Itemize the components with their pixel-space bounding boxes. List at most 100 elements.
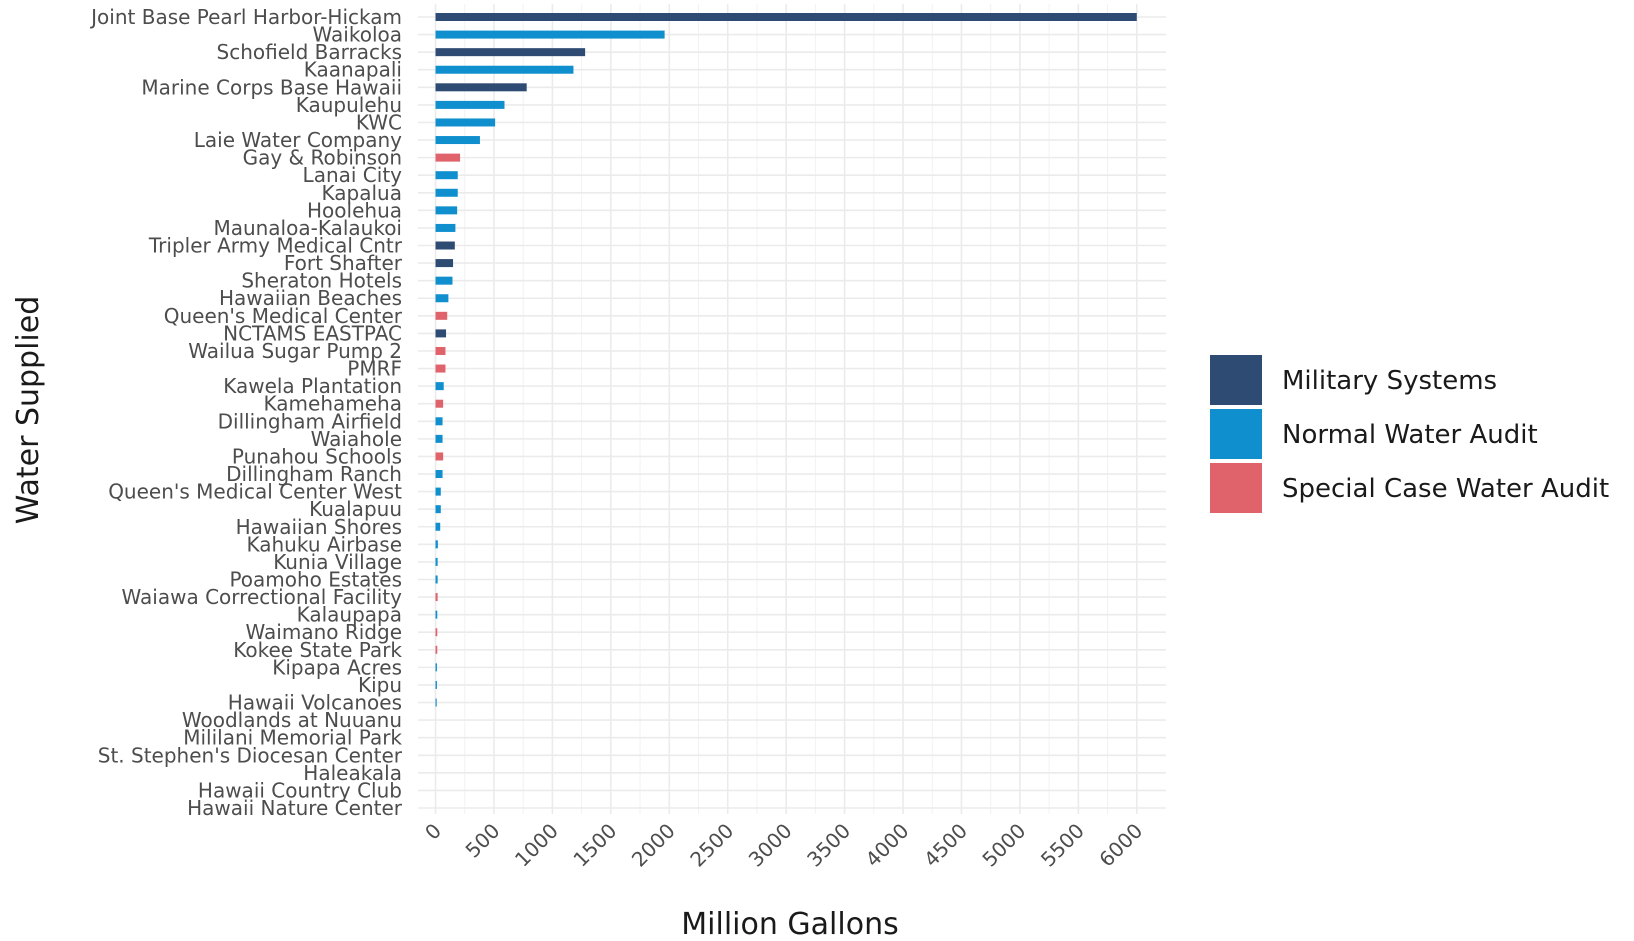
x-tick-label: 5500 (1036, 819, 1089, 872)
y-axis-title: Water Supplied (11, 296, 46, 525)
bar (435, 48, 586, 57)
x-tick-label: 4000 (861, 819, 914, 872)
legend: Military Systems Normal Water Audit Specia… (1210, 355, 1609, 513)
bar (435, 593, 438, 602)
x-tick-label: 1000 (510, 819, 563, 872)
y-tick-label: Fort Shafter (284, 251, 403, 275)
y-tick-label: Hawaii Country Club (198, 778, 402, 802)
y-tick-label: Kalaupapa (297, 603, 402, 627)
bar (435, 171, 458, 180)
bar (435, 294, 449, 303)
y-tick-label: Tripler Army Medical Cntr (148, 234, 403, 258)
legend-label: Special Case Water Audit (1282, 474, 1609, 504)
bar (435, 487, 441, 496)
bar (435, 540, 438, 549)
y-tick-label: Kahuku Airbase (246, 532, 402, 556)
y-tick-label: Kaanapali (304, 58, 402, 82)
y-tick-label: Kamehameha (264, 392, 402, 416)
y-tick-label: Waiawa Correctional Facility (122, 585, 403, 609)
y-tick-label: KWC (356, 110, 402, 134)
bar (435, 364, 446, 373)
x-tick-labels: 0 500 1000 1500 2000 2500 3000 3500 4000 4500 5000… (420, 819, 1147, 872)
bar (435, 522, 441, 531)
bar (435, 557, 438, 566)
bar (435, 311, 448, 320)
y-tick-label: Kaupulehu (296, 93, 402, 117)
y-tick-labels: Joint Base Pearl Harbor-HickamWaikoloaSc… (89, 5, 403, 820)
bar (435, 470, 443, 479)
y-tick-label: Dillingham Airfield (218, 409, 402, 433)
legend-label: Normal Water Audit (1282, 420, 1538, 450)
y-tick-label: Punahou Schools (232, 444, 402, 468)
bar (435, 628, 438, 637)
bar (435, 100, 505, 109)
bar (435, 505, 441, 514)
bar (435, 382, 444, 391)
bar (435, 610, 438, 619)
bar (435, 259, 454, 268)
x-tick-label: 4500 (919, 819, 972, 872)
y-tick-label: Kipu (358, 673, 402, 697)
y-tick-label: Hawaiian Shores (236, 515, 402, 539)
x-tick-label: 5000 (977, 819, 1030, 872)
x-tick-label: 3500 (802, 819, 855, 872)
y-tick-label: St. Stephen's Diocesan Center (98, 743, 403, 767)
bar (435, 417, 443, 426)
bar (435, 83, 527, 92)
y-tick-label: Kipapa Acres (272, 655, 402, 679)
bar (435, 188, 458, 197)
y-tick-label: Waiahole (311, 427, 402, 451)
bar (435, 65, 574, 74)
x-tick-label: 0 (420, 819, 446, 845)
bar (435, 241, 455, 250)
x-tick-label: 1500 (568, 819, 621, 872)
bar (435, 13, 1137, 21)
bar (435, 680, 437, 689)
y-tick-label: Kokee State Park (233, 638, 402, 662)
x-tick-label: 2500 (685, 819, 738, 872)
bar (435, 663, 437, 672)
y-tick-label: Hawaii Volcanoes (228, 691, 402, 715)
bar (435, 276, 453, 285)
y-tick-label: Lanai City (303, 163, 403, 187)
y-tick-label: Queen's Medical Center West (108, 480, 402, 504)
y-tick-label: Joint Base Pearl Harbor-Hickam (89, 5, 402, 29)
legend-label: Military Systems (1282, 366, 1497, 396)
y-tick-label: Gay & Robinson (243, 146, 402, 170)
legend-swatch (1210, 355, 1262, 405)
x-tick-label: 2000 (627, 819, 680, 872)
y-tick-label: Kualapuu (309, 497, 402, 521)
y-tick-label: Waikoloa (313, 23, 402, 47)
y-tick-label: Queen's Medical Center (164, 304, 403, 328)
y-tick-label: Woodlands at Nuuanu (182, 708, 402, 732)
x-tick-label: 3000 (744, 819, 797, 872)
y-tick-label: Hawaiian Beaches (219, 286, 402, 310)
y-tick-label: Maunaloa-Kalaukoi (213, 216, 402, 240)
y-tick-label: NCTAMS EASTPAC (223, 321, 402, 345)
bar (435, 223, 456, 232)
bar (435, 452, 444, 461)
bars (435, 13, 1137, 707)
bar (435, 206, 458, 215)
y-tick-label: Mililani Memorial Park (183, 726, 402, 750)
bar (435, 118, 496, 127)
y-tick-label: Wailua Sugar Pump 2 (188, 339, 402, 363)
x-tick-label: 6000 (1094, 819, 1147, 872)
y-tick-label: Hoolehua (307, 198, 402, 222)
x-axis-title: Million Gallons (681, 907, 898, 941)
y-tick-label: Schofield Barracks (217, 40, 402, 64)
y-tick-label: Sheraton Hotels (241, 269, 402, 293)
x-tick-label: 500 (461, 819, 505, 863)
y-tick-label: PMRF (347, 357, 402, 381)
bar (435, 153, 461, 162)
bar (435, 30, 665, 39)
y-tick-label: Kapalua (322, 181, 402, 205)
bar (435, 434, 443, 443)
bar (435, 136, 480, 145)
bar (435, 645, 438, 654)
y-tick-label: Haleakala (303, 761, 402, 785)
grid (418, 4, 1166, 814)
y-tick-label: Dillingham Ranch (226, 462, 402, 486)
